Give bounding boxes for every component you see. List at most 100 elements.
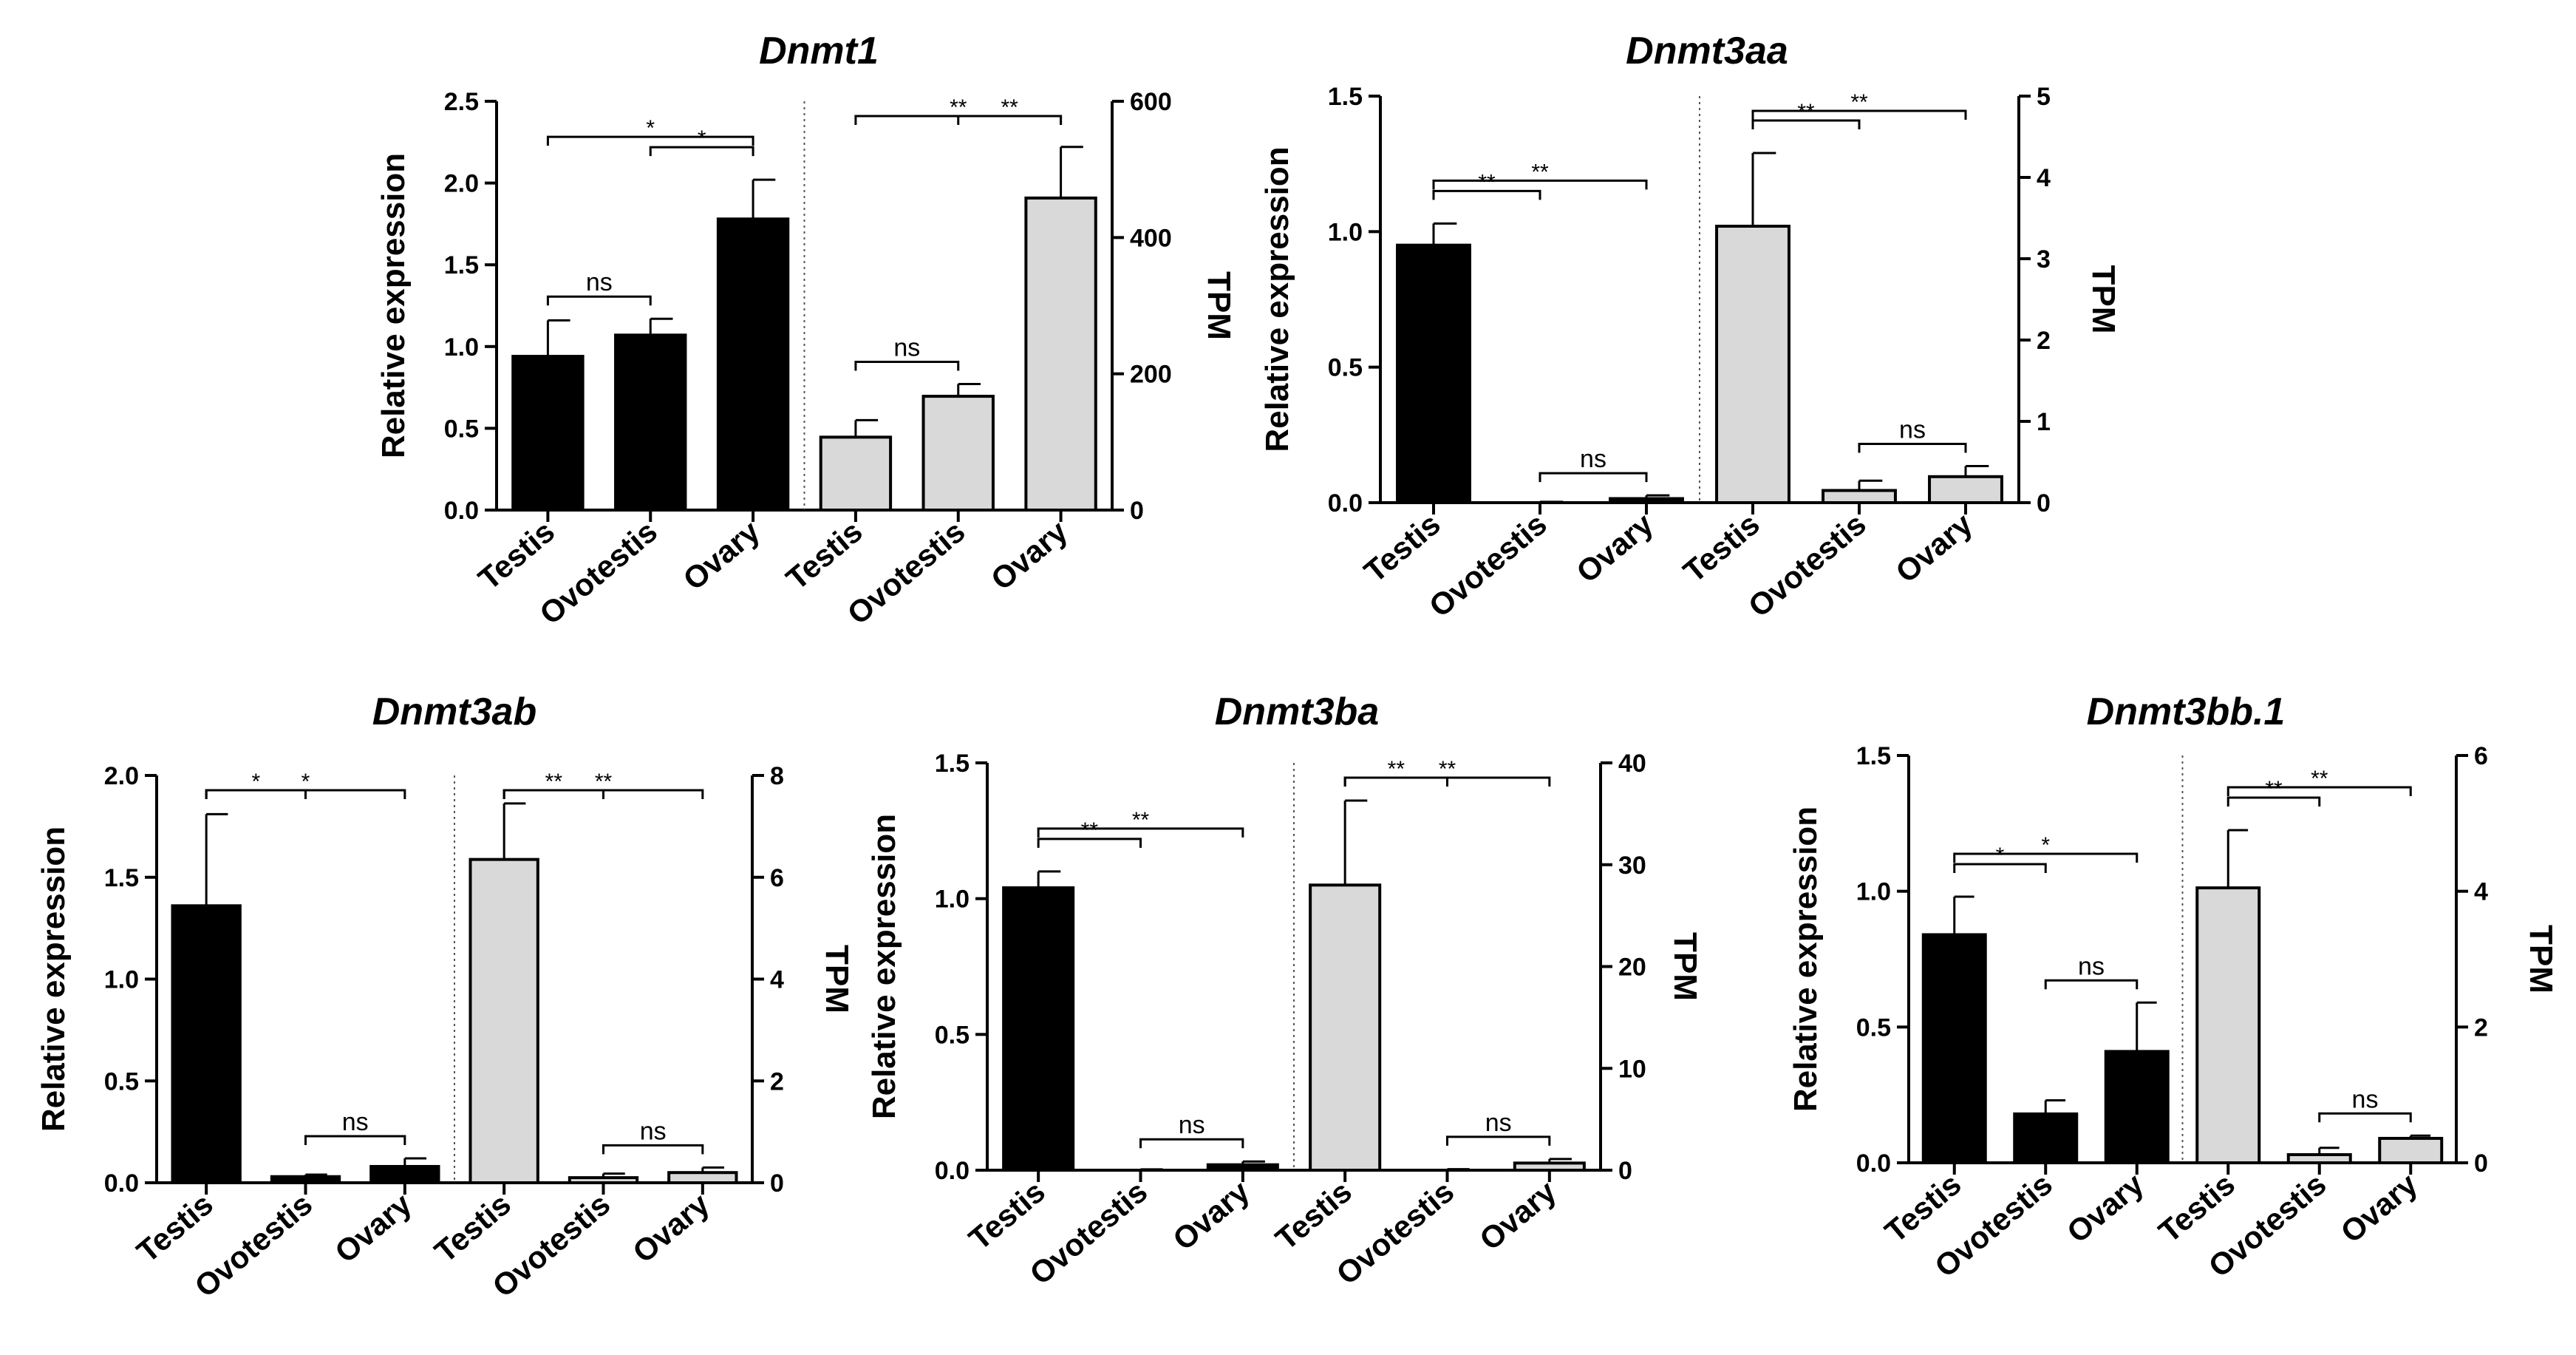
significance-label: ns: [1179, 1111, 1205, 1139]
category-label: Testis: [1269, 1174, 1358, 1257]
significance-bracket: [2044, 979, 2139, 990]
bar-ovary-relative: [1206, 1163, 1279, 1172]
significance-bracket: [2226, 786, 2412, 797]
left-tick-label: 0.0: [935, 1157, 970, 1185]
significance-label: *: [2041, 833, 2050, 858]
bar-ovary-relative: [1609, 497, 1684, 504]
bar-ovary-tpm: [2378, 1136, 2444, 1164]
bar-ovary-tpm: [667, 1171, 738, 1184]
left-tick-label: 1.5: [935, 750, 970, 778]
significance-label: ns: [2078, 952, 2105, 980]
category-label: Ovary: [984, 513, 1074, 597]
significance-bracket: [1432, 189, 1541, 200]
bar-ovotestis-tpm: [921, 395, 995, 512]
left-tick-label: 1.0: [1856, 878, 1891, 906]
significance-label: **: [1132, 808, 1150, 832]
right-axis-label: TPM: [1201, 271, 1237, 340]
significance-label: ns: [2352, 1085, 2379, 1113]
left-tick-label: 2.0: [104, 762, 139, 790]
right-tick-label: 10: [1618, 1055, 1646, 1083]
significance-bracket: [1953, 852, 2139, 863]
category-label: Ovotestis: [1742, 506, 1873, 624]
significance-label: *: [251, 770, 260, 794]
panel-dnmt1: Dnmt1 0.0 0.5 1.0 1.5 2.0 2.5 0 200 400 600 Relativ…: [375, 30, 1237, 631]
right-axis-label: TPM: [819, 945, 855, 1013]
bar-ovotestis-relative: [614, 333, 687, 512]
right-tick-label: 600: [1130, 88, 1172, 116]
significance-bracket: [546, 295, 652, 306]
right-axis-label: TPM: [2085, 265, 2122, 334]
significance-label: **: [545, 770, 563, 794]
category-label: Ovary: [1166, 1173, 1256, 1257]
significance-bracket: [1037, 827, 1244, 838]
category-label: Testis: [130, 1186, 219, 1269]
significance-label: ns: [1899, 416, 1926, 444]
right-axis-label: TPM: [1667, 932, 1703, 1001]
chart-title: Dnmt1: [759, 30, 879, 72]
left-tick-label: 1.5: [104, 864, 139, 892]
left-tick-label: 1.0: [1328, 218, 1363, 246]
significance-label: ns: [1580, 445, 1606, 473]
bar-ovary-tpm: [1928, 475, 2003, 504]
significance-label: ns: [893, 333, 920, 361]
right-tick-label: 6: [770, 864, 784, 892]
significance-label: **: [2265, 777, 2283, 801]
left-tick-label: 0.5: [1328, 354, 1363, 382]
right-tick-label: 0: [770, 1169, 784, 1198]
bar-testis-tpm: [2195, 886, 2261, 1164]
significance-bracket: [1953, 863, 2047, 874]
bar-testis-tpm: [468, 858, 539, 1185]
significance-label: **: [1388, 757, 1405, 781]
significance-bracket: [854, 360, 960, 371]
category-label: Testis: [780, 514, 869, 597]
category-label: Ovotestis: [1422, 506, 1553, 624]
significance-label: **: [595, 770, 613, 794]
bar-testis-relative: [1921, 933, 1987, 1164]
bar-testis-tpm: [1309, 883, 1382, 1172]
category-label: Ovary: [2334, 1166, 2425, 1249]
category-label: Ovary: [1473, 1173, 1563, 1257]
significance-bracket: [546, 135, 754, 146]
bar-ovary-tpm: [1024, 196, 1097, 512]
significance-bracket: [1858, 443, 1967, 453]
category-label: Testis: [1677, 506, 1766, 589]
category-label: Testis: [962, 1174, 1052, 1257]
significance-label: *: [646, 116, 655, 140]
right-tick-label: 4: [2474, 878, 2488, 906]
bar-ovotestis-tpm: [1822, 489, 1897, 504]
category-label: Testis: [471, 514, 561, 597]
left-axis-label: Relative expression: [1788, 806, 1824, 1112]
bar-testis-relative: [511, 355, 585, 512]
significance-label: *: [301, 770, 310, 794]
panel-dnmt3ab: Dnmt3ab 0.0 0.5 1.0 1.5 2.0 0 2 4 6 8 Relative expr…: [35, 690, 855, 1304]
bar-testis-relative: [1002, 886, 1075, 1172]
significance-label: **: [1001, 95, 1018, 120]
left-axis-label: Relative expression: [375, 153, 412, 458]
significance-label: **: [1531, 160, 1549, 184]
category-label: Testis: [428, 1186, 517, 1269]
bar-ovotestis-tpm: [568, 1176, 639, 1185]
bar-ovotestis-relative: [2013, 1112, 2079, 1165]
category-label: Ovary: [626, 1186, 716, 1269]
significance-label: ns: [640, 1117, 667, 1145]
left-tick-label: 2.0: [444, 170, 479, 198]
right-tick-label: 2: [2474, 1013, 2488, 1042]
right-tick-label: 0: [1618, 1157, 1632, 1185]
right-tick-label: 4: [770, 966, 784, 994]
category-label: Ovary: [2060, 1166, 2150, 1249]
significance-label: *: [1996, 843, 2005, 868]
category-label: Ovary: [328, 1186, 418, 1269]
left-tick-label: 1.5: [444, 251, 479, 279]
panel-dnmt3bb-1: Dnmt3bb.1 0.0 0.5 1.0 1.5 0 2 4 6 Relative expres…: [1788, 690, 2559, 1284]
left-tick-label: 1.5: [1856, 742, 1891, 770]
right-tick-label: 2: [770, 1067, 784, 1096]
bar-ovary-relative: [2104, 1050, 2170, 1164]
significance-label: **: [1439, 757, 1456, 781]
bar-ovotestis-tpm: [2286, 1152, 2352, 1164]
significance-bracket: [2318, 1112, 2412, 1123]
significance-bracket: [1037, 838, 1142, 848]
right-tick-label: 6: [2474, 742, 2488, 770]
significance-bracket: [205, 789, 406, 799]
left-tick-label: 0.0: [1856, 1149, 1891, 1178]
left-tick-label: 0.5: [444, 415, 479, 443]
